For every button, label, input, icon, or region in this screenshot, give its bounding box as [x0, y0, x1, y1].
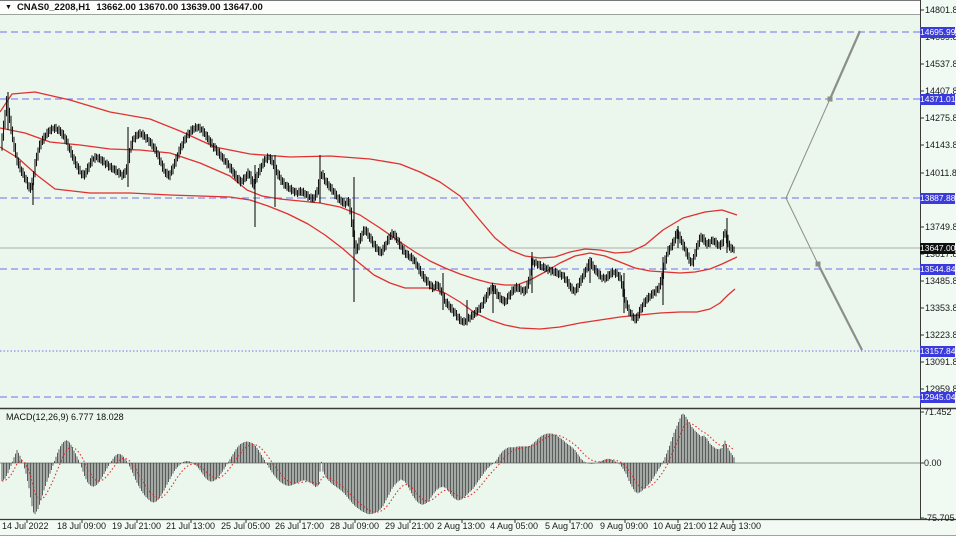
symbol-period-label: CNAS0_2208,H1	[16, 2, 91, 13]
time-axis-label: 9 Aug 09:00	[600, 521, 649, 531]
price-tick-label: 13485.80	[925, 276, 956, 286]
macd-axis-label: -75.705	[924, 513, 955, 523]
macd-name: MACD(12,26,9)	[6, 412, 69, 422]
price-tick-label: 13353.80	[925, 303, 956, 313]
time-axis-label: 21 Jul 13:00	[166, 521, 216, 531]
price-level-label[interactable]: 13544.84	[920, 263, 956, 275]
time-axis-label: 28 Jul 09:00	[330, 521, 380, 531]
time-axis-label: 5 Aug 17:00	[545, 521, 594, 531]
price-tick-label: 14143.80	[925, 140, 956, 150]
macd-values: 6.777 18.028	[71, 412, 124, 422]
price-level-label[interactable]: 12945.04	[920, 391, 956, 403]
time-axis-label: 2 Aug 13:00	[437, 521, 486, 531]
time-axis-label: 10 Aug 21:00	[653, 521, 707, 531]
price-level-label[interactable]: 13887.88	[920, 192, 956, 204]
time-axis-label: 4 Aug 05:00	[490, 521, 539, 531]
chart-title-bar: ▼ CNAS0_2208,H1 13662.00 13670.00 13639.00…	[0, 0, 920, 15]
macd-axis-label: 0.00	[924, 458, 942, 468]
price-level-label[interactable]: 14371.01	[920, 93, 956, 105]
price-tick-label: 13091.80	[925, 357, 956, 367]
price-tick-label: 13749.80	[925, 222, 956, 232]
macd-indicator-label: MACD(12,26,9) 6.777 18.028	[6, 412, 124, 422]
chart-dropdown-icon[interactable]: ▼	[5, 4, 12, 11]
price-tick-label: 14407.80	[925, 86, 956, 96]
price-tick-label: 14537.80	[925, 59, 956, 69]
time-axis-label: 19 Jul 21:00	[112, 521, 162, 531]
time-axis-label: 14 Jul 2022	[2, 521, 49, 531]
price-tick-label: 14011.80	[925, 168, 956, 178]
ohlc-values: 13662.00 13670.00 13639.00 13647.00	[96, 2, 263, 13]
price-tick-label: 14275.80	[925, 113, 956, 123]
current-price-label: 13647.00	[920, 242, 956, 254]
time-axis-label: 12 Aug 13:00	[708, 521, 762, 531]
time-axis-label: 29 Jul 21:00	[385, 521, 435, 531]
price-tick-label: 13617.80	[925, 249, 956, 259]
time-axis-label: 25 Jul 05:00	[221, 521, 271, 531]
price-tick-label: 14801.80	[925, 5, 956, 15]
time-axis-label: 18 Jul 09:00	[57, 521, 107, 531]
price-tick-label: 13223.80	[925, 330, 956, 340]
time-axis-label: 26 Jul 17:00	[275, 521, 325, 531]
price-tick-label: 12959.80	[925, 384, 956, 394]
price-level-label[interactable]: 14695.99	[920, 26, 956, 38]
macd-axis-label: 71.452	[924, 407, 952, 417]
price-level-label[interactable]: 13157.84	[920, 345, 956, 357]
